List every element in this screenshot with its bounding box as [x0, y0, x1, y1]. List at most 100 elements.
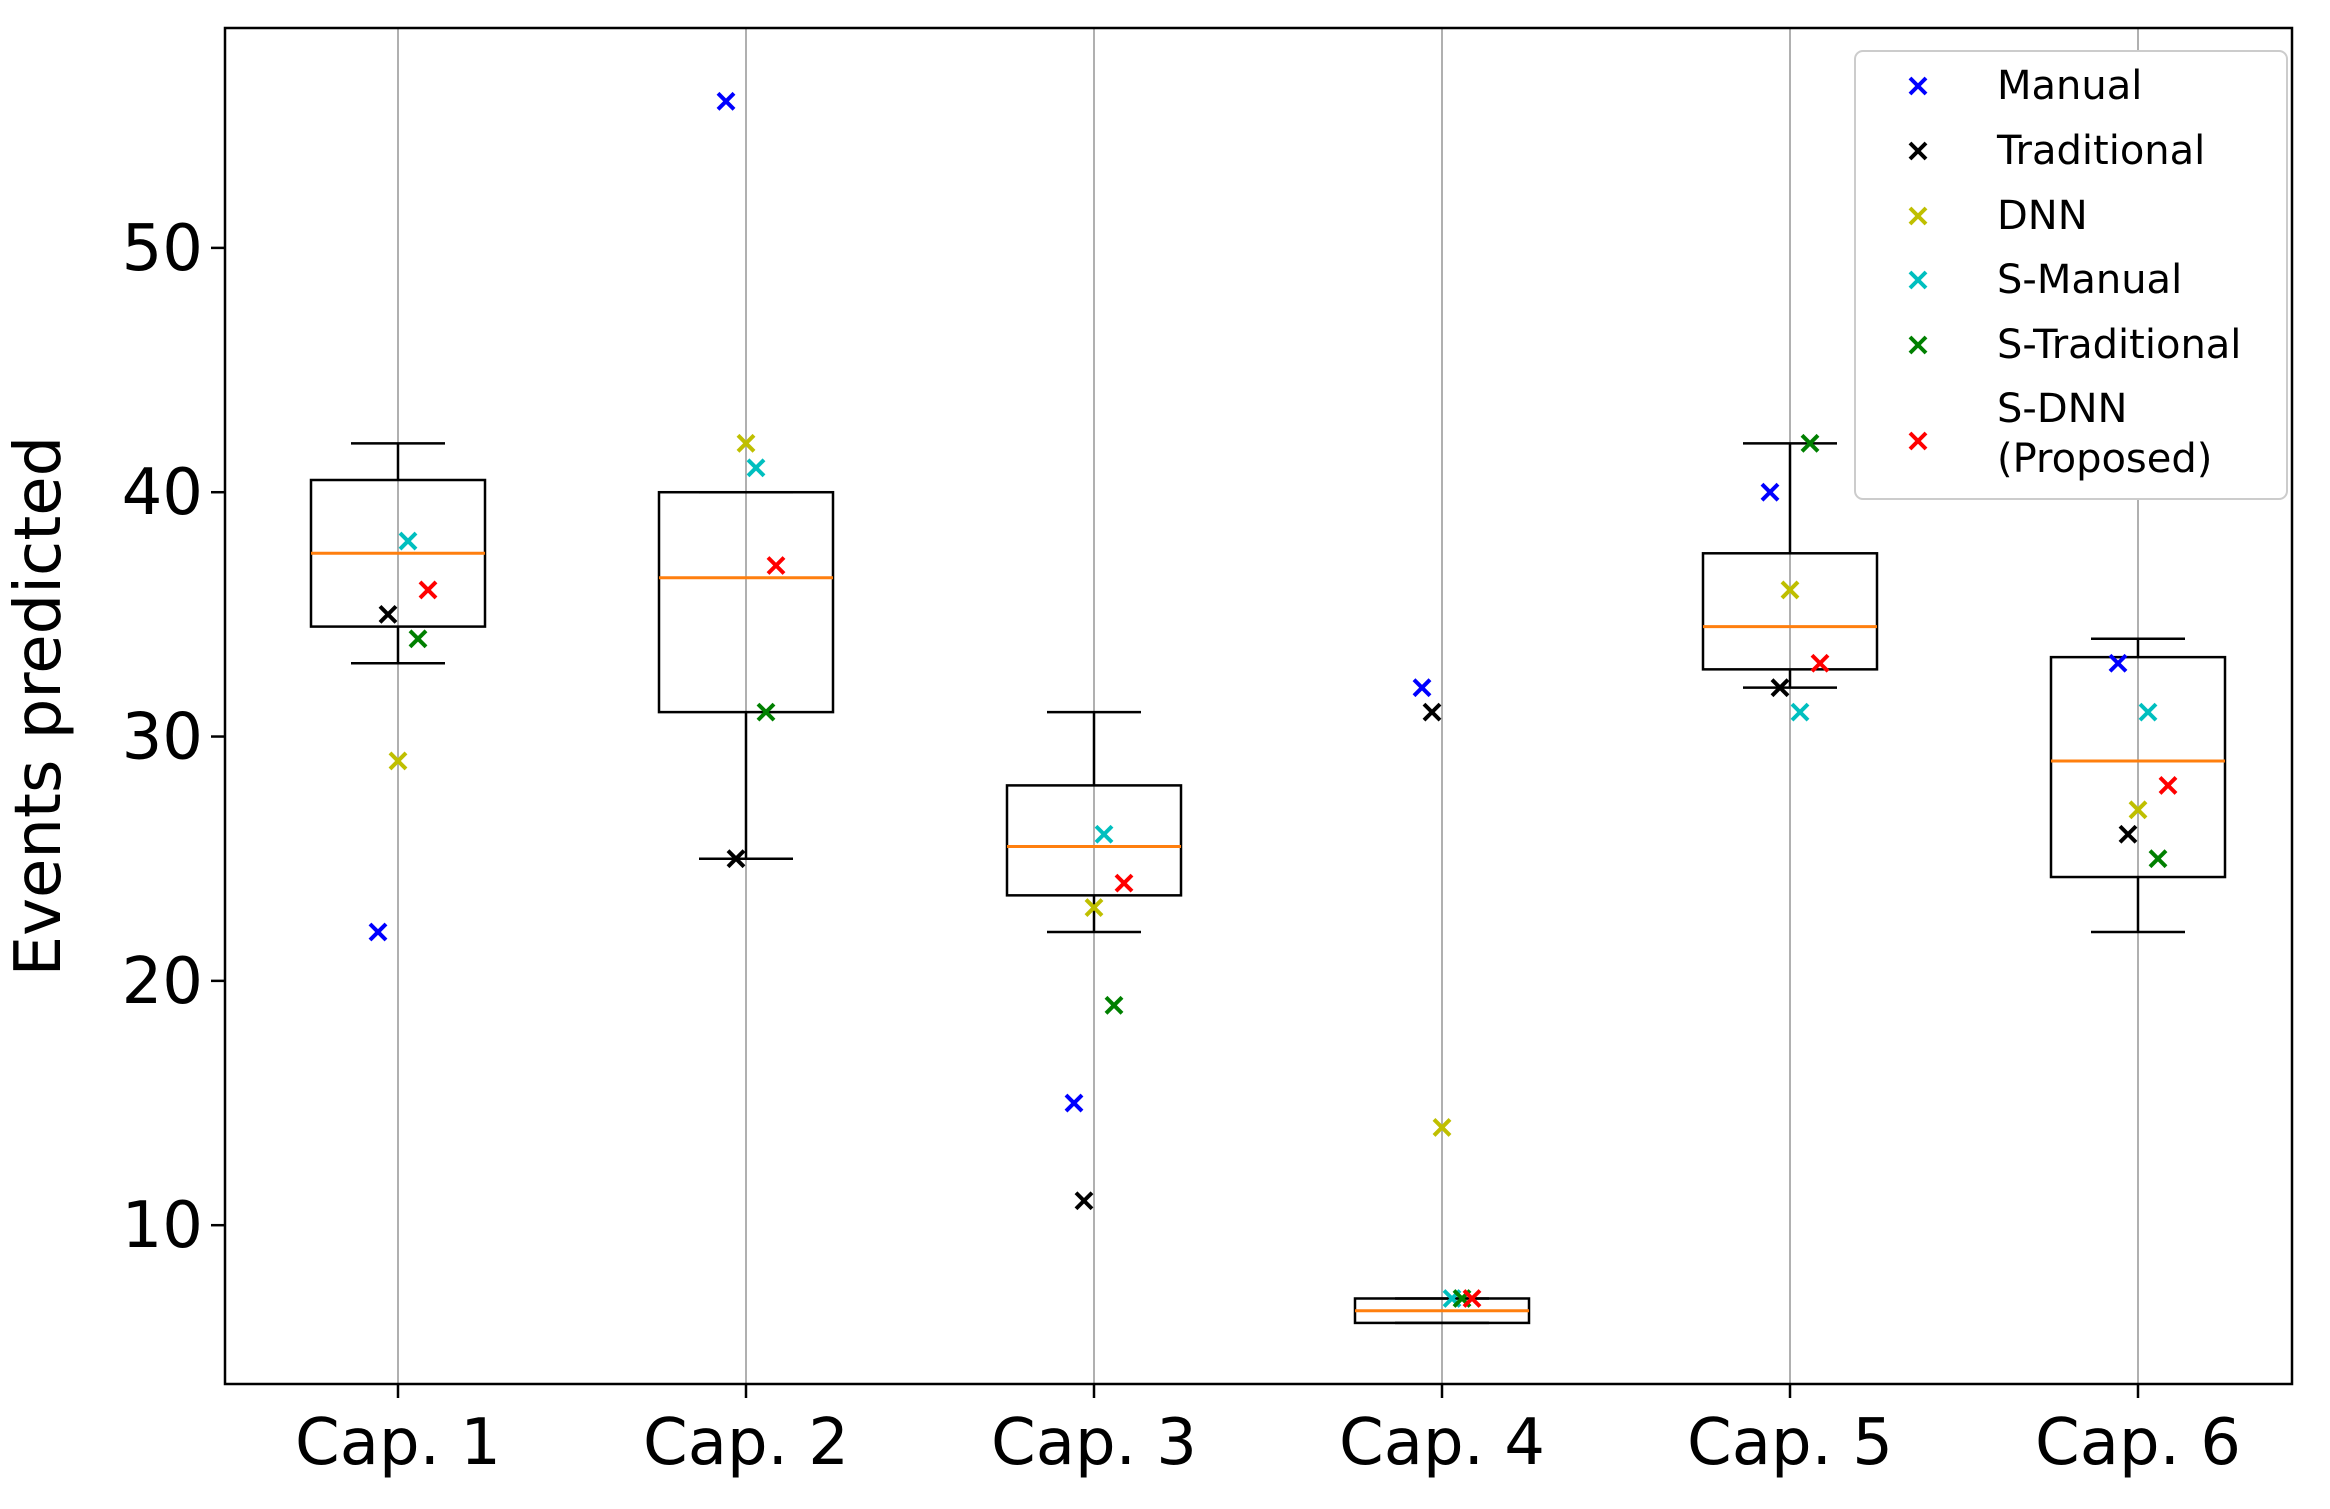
- point-traditional-cap-4: [1422, 702, 1442, 722]
- marker-stroke-b: [1908, 270, 1928, 290]
- point-s-traditional-cap-3: [1104, 995, 1124, 1015]
- point-traditional-cap-3: [1074, 1191, 1094, 1211]
- box-iqr: [657, 490, 835, 714]
- marker-stroke-b: [2158, 775, 2178, 795]
- legend-label-line: S-DNN: [1997, 386, 2127, 432]
- box-iqr: [2049, 655, 2227, 879]
- point-s-dnn-proposed-cap-1: [418, 580, 438, 600]
- point-traditional-cap-6: [2118, 824, 2138, 844]
- y-tick-label: 40: [122, 456, 203, 530]
- legend-label: S-Manual: [1997, 257, 2182, 303]
- box-6: [2049, 637, 2227, 934]
- legend-marker: [1908, 270, 1928, 290]
- marker-stroke-b: [2118, 824, 2138, 844]
- marker-stroke-b: [1800, 433, 1820, 453]
- point-dnn-cap-4: [1432, 1118, 1452, 1137]
- point-traditional-cap-1: [378, 604, 398, 624]
- boxes: [309, 442, 2227, 1325]
- legend-label: Traditional: [1996, 128, 2205, 174]
- marker-stroke-b: [408, 629, 428, 649]
- point-traditional-cap-2: [726, 849, 746, 869]
- point-manual-cap-6: [2108, 653, 2128, 673]
- point-s-dnn-proposed-cap-2: [766, 556, 786, 575]
- marker-stroke-b: [1064, 1093, 1084, 1113]
- marker-stroke-b: [1432, 1118, 1452, 1137]
- point-traditional-cap-5: [1770, 678, 1790, 698]
- marker-stroke-b: [1074, 1191, 1094, 1211]
- grid-lines: [397, 28, 2139, 1384]
- legend-label: Manual: [1997, 63, 2142, 109]
- box-3: [1005, 710, 1183, 934]
- legend-entry-traditional: Traditional: [1908, 128, 2205, 174]
- box-5: [1701, 442, 1879, 689]
- point-s-dnn-proposed-cap-3: [1114, 873, 1134, 893]
- marker-stroke-b: [1094, 824, 1114, 844]
- marker-stroke-b: [1810, 653, 1830, 673]
- y-axis-label: Events predicted: [2, 436, 76, 977]
- marker-stroke-b: [1908, 431, 1928, 451]
- x-tick-label: Cap. 1: [295, 1406, 501, 1480]
- legend-marker: [1908, 141, 1928, 161]
- point-s-manual-cap-5: [1790, 702, 1810, 722]
- point-s-traditional-cap-6: [2148, 849, 2168, 869]
- point-s-manual-cap-2: [746, 458, 766, 478]
- legend-entry-s-dnn-proposed: S-DNN(Proposed): [1908, 386, 2212, 482]
- legend-frame: [1854, 50, 2288, 500]
- point-dnn-cap-2: [736, 433, 756, 453]
- y-tick-label: 50: [122, 212, 203, 286]
- point-s-traditional-cap-5: [1800, 433, 1820, 453]
- box-1: [309, 442, 487, 665]
- box-2: [657, 490, 835, 860]
- marker-stroke-b: [1908, 76, 1928, 96]
- box-iqr: [1701, 552, 1879, 671]
- point-s-traditional-cap-2: [756, 702, 776, 722]
- marker-stroke-b: [1760, 482, 1780, 502]
- marker-stroke-b: [1780, 580, 1800, 600]
- x-tick-label: Cap. 5: [1687, 1406, 1893, 1480]
- marker-stroke-b: [736, 433, 756, 453]
- marker-stroke-b: [766, 556, 786, 575]
- point-s-dnn-proposed-cap-4: [1462, 1289, 1482, 1308]
- x-tick-label: Cap. 6: [2035, 1406, 2241, 1480]
- legend-entry-dnn: DNN: [1908, 193, 2088, 239]
- point-s-dnn-proposed-cap-6: [2158, 775, 2178, 795]
- plot-frame: [223, 26, 2294, 1386]
- legend-marker: [1908, 206, 1928, 226]
- point-s-manual-cap-6: [2138, 702, 2158, 722]
- marker-stroke-b: [1114, 873, 1134, 893]
- x-tick-label: Cap. 2: [643, 1406, 849, 1480]
- point-s-manual-cap-1: [398, 531, 418, 551]
- box-iqr: [1005, 784, 1183, 897]
- marker-stroke-b: [1790, 702, 1810, 722]
- marker-stroke-b: [1084, 898, 1104, 917]
- marker-stroke-b: [1908, 141, 1928, 161]
- legend-label: DNN: [1997, 193, 2088, 239]
- legend-label: S-Traditional: [1997, 322, 2241, 368]
- marker-stroke-b: [726, 849, 746, 869]
- legend-entry-manual: Manual: [1908, 63, 2142, 109]
- marker-stroke-b: [1104, 995, 1124, 1015]
- point-manual-cap-1: [368, 922, 388, 942]
- marker-stroke-b: [2138, 702, 2158, 722]
- box-4: [1353, 1297, 1531, 1325]
- marker-stroke-b: [418, 580, 438, 600]
- axes: 10 20 30 40 50 Cap. 1 Cap. 2 Cap. 3 Cap. 4 Cap. 5…: [122, 212, 2241, 1480]
- marker-stroke-b: [746, 458, 766, 478]
- point-manual-cap-3: [1064, 1093, 1084, 1113]
- legend-marker: [1908, 431, 1928, 451]
- y-tick-label: 10: [122, 1189, 203, 1263]
- x-tick-label: Cap. 4: [1339, 1406, 1545, 1480]
- marker-stroke-b: [388, 751, 408, 771]
- point-s-dnn-proposed-cap-5: [1810, 653, 1830, 673]
- y-tick-label: 30: [122, 701, 203, 775]
- marker-stroke-b: [756, 702, 776, 722]
- legend-marker: [1908, 335, 1928, 355]
- y-tick-label: 20: [122, 945, 203, 1019]
- marker-stroke-b: [2148, 849, 2168, 869]
- legend: Manual Traditional DNN S-Manual S-Traditiona…: [1854, 50, 2288, 500]
- marker-stroke-b: [1908, 206, 1928, 226]
- marker-stroke-b: [398, 531, 418, 551]
- point-dnn-cap-3: [1084, 898, 1104, 917]
